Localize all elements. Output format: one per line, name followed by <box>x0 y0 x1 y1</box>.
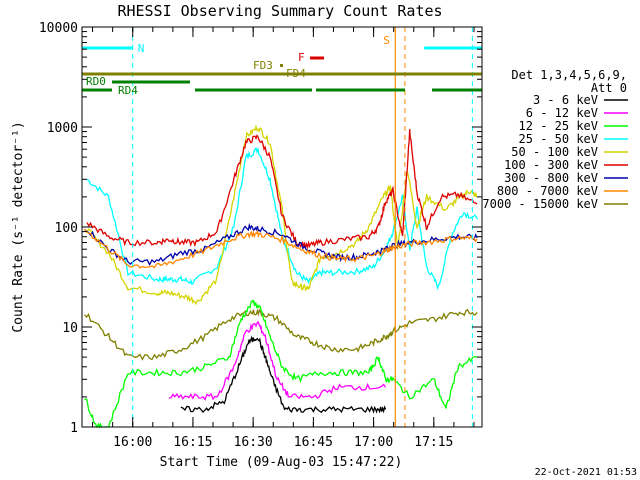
legend-label-5: 100 - 300 keV <box>504 158 598 172</box>
fd3-flag-label: FD3 <box>253 59 273 72</box>
x-tick-label-3: 16:45 <box>294 435 333 450</box>
legend-label-6: 300 - 800 keV <box>504 171 598 185</box>
flags-layer: NSFFD3FD4RD0RD4 <box>82 27 482 427</box>
flare-flag-label: F <box>298 51 305 64</box>
x-tick-label-0: 16:00 <box>113 435 152 450</box>
x-tick-label-1: 16:15 <box>173 435 212 450</box>
legend-label-1: 6 - 12 keV <box>526 106 598 120</box>
series-line-8 <box>180 335 387 414</box>
y-tick-label-0: 1 <box>70 421 78 436</box>
chart-title: RHESSI Observing Summary Count Rates <box>117 2 442 20</box>
series-layer <box>83 124 478 429</box>
series-line-2 <box>86 129 478 250</box>
y-tick-label-4: 10000 <box>39 21 78 36</box>
y-tick-label-1: 10 <box>62 321 78 336</box>
series-line-1 <box>83 124 478 306</box>
y-tick-label-3: 1000 <box>47 121 78 136</box>
legend-label-0: 3 - 6 keV <box>533 93 598 107</box>
legend-label-4: 50 - 100 keV <box>511 145 598 159</box>
y-tick-label-2: 100 <box>55 221 78 236</box>
x-axis-label: Start Time (09-Aug-03 15:47:22) <box>160 455 403 470</box>
legend-header-1: Att 0 <box>591 81 627 95</box>
legend-header-0: Det 1,3,4,5,6,9, <box>511 68 627 82</box>
series-line-3 <box>84 222 478 267</box>
series-line-0 <box>86 146 478 291</box>
saa-flag-label: S <box>383 34 390 47</box>
rd4-flag-label: RD4 <box>118 84 138 97</box>
legend-label-8: 7000 - 15000 keV <box>482 197 598 211</box>
footer-date: 22-Oct-2021 01:53 <box>535 467 637 478</box>
x-tick-label-2: 16:30 <box>234 435 273 450</box>
night-flag-label: N <box>138 42 145 55</box>
series-line-4 <box>84 228 478 269</box>
rd0-flag-label: RD0 <box>86 75 106 88</box>
series-line-6 <box>84 299 478 429</box>
series-line-7 <box>168 320 387 401</box>
x-tick-label-5: 17:15 <box>414 435 453 450</box>
series-line-5 <box>84 308 478 361</box>
y-axis-label: Count Rate (s⁻¹ detector⁻¹) <box>11 121 26 332</box>
axis-layer: 1 10 100 1000 10000 16:00 16:15 16:30 16:45 17:00… <box>39 21 482 450</box>
legend-label-3: 25 - 50 keV <box>519 132 598 146</box>
x-tick-label-4: 17:00 <box>354 435 393 450</box>
fd3-mark <box>280 64 283 67</box>
legend-label-7: 800 - 7000 keV <box>497 184 598 198</box>
legend-label-2: 12 - 25 keV <box>519 119 598 133</box>
